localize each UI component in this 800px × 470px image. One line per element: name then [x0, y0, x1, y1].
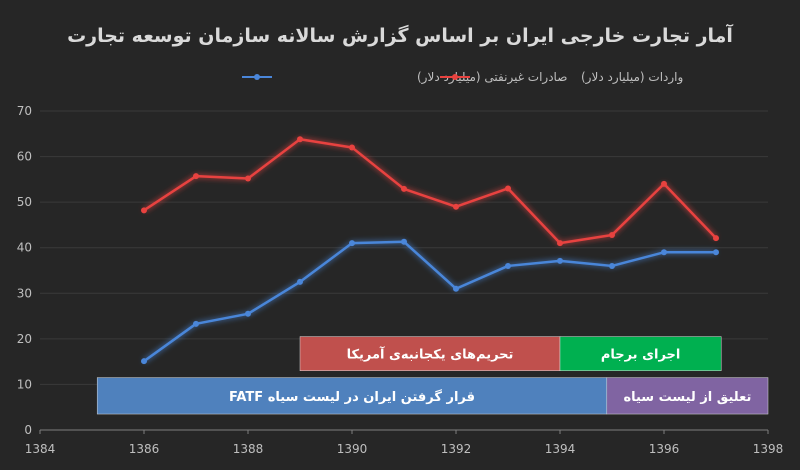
legend-marker-exports	[254, 74, 260, 80]
x-tick-label: 1384	[25, 442, 56, 456]
data-point-imports	[297, 136, 303, 143]
y-tick-label: 30	[17, 286, 32, 300]
data-point-exports	[661, 249, 667, 256]
legend-label-exports: صادرات غیرنفتی (میلیارد دلار)	[417, 70, 567, 85]
x-tick-label: 1396	[649, 442, 680, 456]
series-line-imports	[143, 138, 717, 245]
data-point-imports	[141, 207, 147, 214]
band-blacklist-suspension-label: تعلیق از لیست سیاه	[623, 390, 751, 405]
data-point-exports	[141, 358, 147, 365]
data-point-exports	[557, 257, 563, 264]
band-us-sanctions-label: تحریم‌های یکجانبه‌ی آمریکا	[347, 346, 514, 363]
data-point-imports	[245, 175, 251, 182]
y-tick-label: 70	[17, 104, 32, 118]
data-point-exports	[505, 262, 511, 269]
x-tick-label: 1392	[441, 442, 472, 456]
data-point-imports	[193, 173, 199, 180]
x-tick-label: 1386	[129, 442, 160, 456]
data-point-imports	[401, 185, 407, 192]
band-jcpoa	[559, 336, 722, 372]
data-point-exports	[401, 238, 407, 245]
data-point-exports	[349, 240, 355, 247]
data-point-imports	[453, 203, 459, 210]
data-point-exports	[193, 320, 199, 327]
band-us-sanctions	[299, 336, 561, 372]
data-point-imports	[609, 231, 615, 238]
legend-label-imports: واردات (میلیارد دلار)	[581, 70, 683, 85]
data-point-imports	[557, 240, 563, 247]
data-point-exports	[453, 285, 459, 292]
legend: صادرات غیرنفتی (میلیارد دلار) واردات (می…	[242, 70, 683, 85]
band-fatf-blacklist-label: قرار گرفتن ایران در لیست سیاه FATF	[229, 389, 475, 405]
data-point-imports	[713, 235, 719, 242]
band-fatf-blacklist	[96, 377, 608, 415]
data-point-exports	[245, 310, 251, 317]
x-tick-label: 1394	[545, 442, 576, 456]
series-lines	[141, 136, 719, 365]
legend-marker-imports	[452, 74, 458, 80]
y-tick-label: 60	[17, 150, 32, 164]
band-jcpoa-label: اجرای برجام	[601, 348, 681, 363]
y-tick-label: 0	[24, 423, 32, 437]
data-point-exports	[297, 278, 303, 285]
series-line-exports	[143, 240, 716, 363]
data-point-exports	[609, 262, 615, 269]
data-point-imports	[661, 180, 667, 187]
annotation-bands: تحریم‌های یکجانبه‌ی آمریکا اجرای برجام قرا…	[96, 336, 769, 415]
y-tick-label: 40	[17, 241, 32, 255]
chart-title: آمار تجارت خارجی ایران بر اساس گزارش سال…	[67, 23, 733, 47]
x-tick-label: 1390	[337, 442, 368, 456]
x-tick-label: 1398	[753, 442, 784, 456]
data-point-exports	[713, 249, 719, 256]
band-blacklist-suspension	[606, 377, 769, 415]
data-point-imports	[505, 185, 511, 192]
axes: 0 10 20 30 40 50 60 70 1384 1386 1388 1390 1392 1394 1…	[17, 104, 784, 456]
y-tick-label: 50	[17, 195, 32, 209]
y-tick-label: 10	[17, 377, 32, 391]
y-tick-label: 20	[17, 332, 32, 346]
x-tick-label: 1388	[233, 442, 264, 456]
data-point-imports	[349, 144, 355, 151]
